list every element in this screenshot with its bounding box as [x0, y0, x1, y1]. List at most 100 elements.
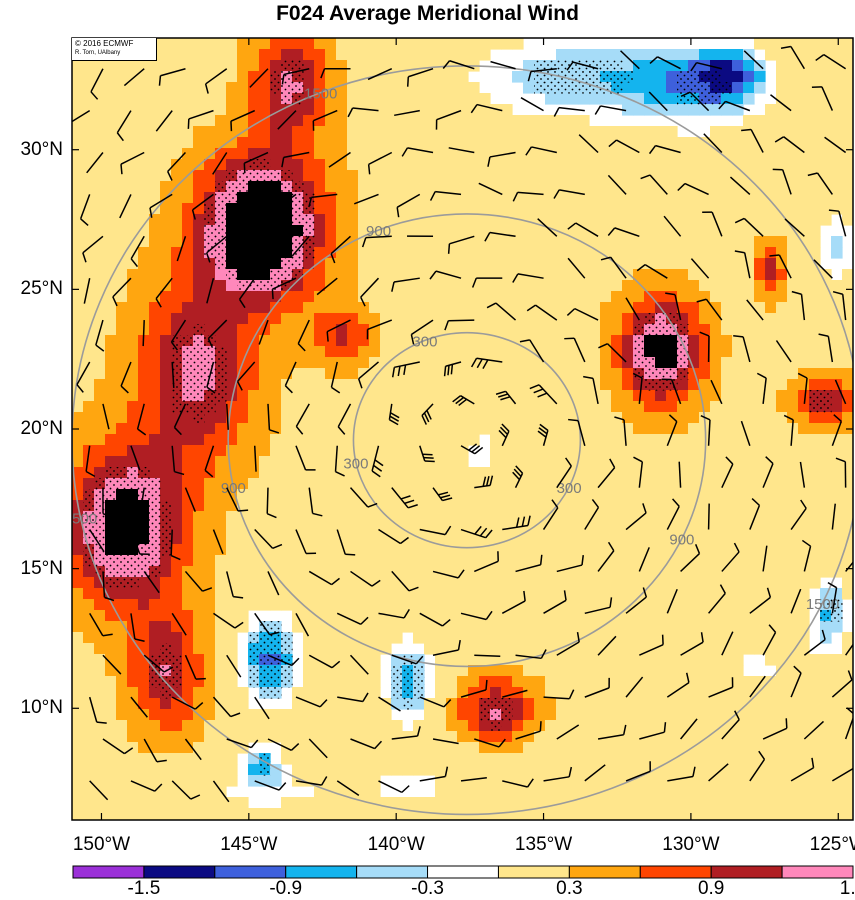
- wind-barb: [442, 60, 475, 70]
- wind-barb: [696, 298, 723, 321]
- wind-barb: [639, 722, 667, 740]
- wind-barb: [238, 277, 256, 309]
- wind-barb: [734, 250, 751, 279]
- wind-barb: [729, 176, 751, 195]
- wind-barb: [236, 361, 256, 391]
- wind-barb: [818, 333, 834, 363]
- wind-barb: [243, 235, 269, 258]
- wind-barb: [171, 696, 204, 710]
- wind-barb: [281, 67, 310, 85]
- wind-barb: [772, 168, 792, 195]
- wind-barb: [502, 689, 528, 698]
- wind-barb: [460, 525, 493, 539]
- wind-barb: [86, 152, 104, 174]
- wind-barb: [349, 487, 378, 508]
- wind-barb: [267, 571, 280, 596]
- wind-barb: [790, 588, 802, 614]
- wind-barb: [608, 139, 640, 154]
- wind-barb: [543, 766, 573, 782]
- wind-barb: [88, 696, 107, 724]
- wind-barb: [749, 587, 772, 614]
- wind-barb: [444, 319, 475, 331]
- wind-barb: [632, 372, 643, 404]
- colorbar-tick-label: 0.3: [556, 878, 583, 899]
- wind-barb: [432, 569, 465, 579]
- wind-barb: [690, 61, 723, 72]
- wind-barb: [410, 319, 434, 345]
- wind-barb: [391, 487, 418, 509]
- wind-barb: [721, 456, 734, 488]
- wind-barb: [824, 136, 847, 154]
- longitude-label: 130°W: [662, 834, 720, 855]
- wind-barb: [432, 738, 459, 745]
- wind-barb: [620, 50, 640, 70]
- wind-barb: [529, 384, 558, 405]
- wind-barb: [478, 182, 503, 196]
- wind-barb: [780, 45, 806, 70]
- wind-barb: [350, 738, 383, 750]
- wind-barb: [614, 416, 627, 446]
- wind-barb: [769, 254, 792, 279]
- wind-barb: [212, 780, 230, 803]
- colorbar-tick-label: -0.3: [411, 878, 444, 899]
- wind-barb: [204, 68, 228, 94]
- wind-barb: [143, 654, 174, 673]
- wind-barb: [648, 91, 668, 112]
- wind-barb: [452, 395, 475, 407]
- wind-barb: [226, 487, 249, 512]
- wind-barb: [184, 570, 213, 592]
- wind-barb: [649, 56, 681, 70]
- colorbar-swatch: [356, 865, 429, 879]
- wind-barb: [597, 541, 615, 572]
- wind-barb: [567, 257, 586, 279]
- wind-barb: [277, 110, 297, 130]
- wind-barb: [797, 372, 808, 404]
- wind-barb: [347, 107, 379, 118]
- wind-barb: [391, 277, 420, 292]
- wind-barb: [502, 515, 531, 531]
- credit-line-1: © 2016 ECMWF: [75, 39, 134, 48]
- wind-barb: [226, 654, 242, 678]
- wind-barb: [749, 675, 766, 698]
- wind-barb: [556, 555, 584, 573]
- wind-barb: [328, 151, 351, 168]
- wind-barb: [537, 218, 558, 237]
- wind-barb: [267, 738, 300, 752]
- wind-barb: [334, 445, 345, 477]
- wind-barb: [665, 292, 682, 321]
- wind-barb: [746, 299, 764, 321]
- wind-barb: [708, 584, 726, 614]
- wind-barb: [419, 696, 452, 708]
- wind-barb: [625, 503, 647, 531]
- wind-barb: [308, 193, 338, 208]
- wind-barb: [112, 277, 132, 307]
- wind-barb: [391, 726, 421, 740]
- wind-barb: [371, 445, 384, 478]
- wind-barb: [515, 649, 547, 660]
- wind-barb: [253, 445, 257, 472]
- wind-barb: [598, 343, 627, 363]
- wind-barb: [89, 529, 105, 552]
- wind-barb: [95, 319, 105, 352]
- wind-barb: [360, 277, 380, 307]
- wind-barb: [471, 277, 503, 288]
- wind-barb: [845, 643, 853, 656]
- range-ring-300: [352, 331, 582, 549]
- wind-barb: [487, 151, 516, 167]
- colorbar-swatch: [497, 865, 570, 879]
- colorbar-tick-label: 0.9: [697, 878, 725, 899]
- wind-barb: [388, 403, 400, 426]
- range-ring-label: 300: [557, 480, 582, 497]
- wind-barb: [83, 278, 91, 304]
- wind-barb: [155, 277, 173, 308]
- wind-barb: [249, 68, 269, 88]
- wind-barb: [607, 174, 627, 195]
- wind-barb: [663, 215, 682, 237]
- wind-barb: [82, 235, 104, 263]
- wind-barb: [76, 361, 91, 393]
- wind-barb: [448, 147, 475, 154]
- wind-barb: [119, 194, 132, 219]
- wind-barb: [537, 423, 549, 446]
- wind-barb: [578, 134, 599, 154]
- colorbar-swatch: [427, 865, 499, 879]
